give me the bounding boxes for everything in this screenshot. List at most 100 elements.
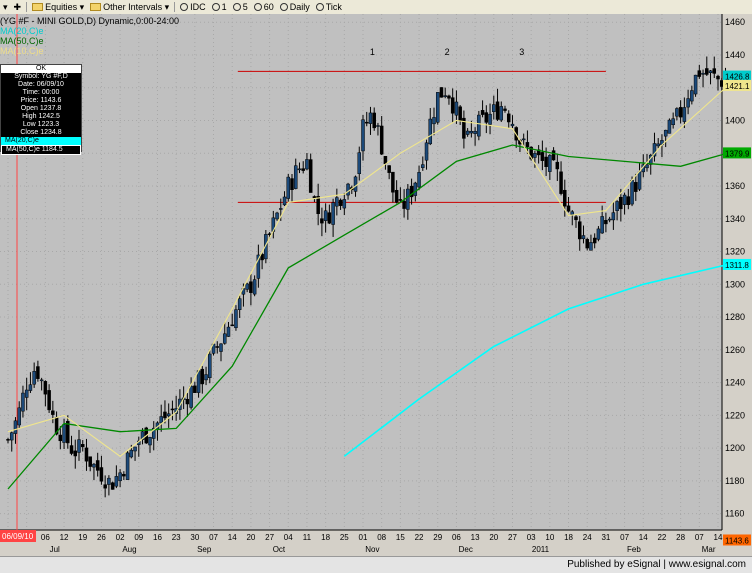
- equities-menu[interactable]: Equities ▾: [29, 2, 87, 13]
- x-month-label: Sep: [197, 545, 212, 554]
- data-row: Symbol: YG #F,D: [14, 73, 68, 80]
- legend-ma20: MA(20,C)e: [0, 26, 44, 36]
- candle-body: [36, 366, 40, 379]
- candle-body: [170, 408, 175, 411]
- candle-body: [675, 108, 679, 117]
- candle-body: [607, 218, 612, 221]
- y-axis-panel: [722, 14, 752, 530]
- candle-body: [323, 210, 328, 221]
- candle-body: [406, 188, 410, 210]
- candle-body: [39, 379, 44, 382]
- candle-body: [667, 119, 672, 134]
- interval-5[interactable]: 5: [230, 2, 251, 12]
- interval-daily[interactable]: Daily: [277, 2, 313, 12]
- interval-5-label: 5: [242, 2, 248, 12]
- toolbar: ▾ ✚ Equities ▾ Other Intervals ▾ IDC 1 5…: [0, 0, 752, 15]
- candle-body: [544, 156, 548, 167]
- y-tick-label: 1360: [725, 181, 745, 191]
- data-ma1: MA(20,C)e: [1, 137, 81, 145]
- data-window-header: OK: [1, 65, 81, 73]
- candle-body: [151, 427, 156, 439]
- data-row: Low 1223.3: [22, 121, 60, 128]
- candle-body: [215, 346, 220, 348]
- candle-body: [499, 106, 504, 121]
- candle-body: [249, 281, 253, 293]
- dropdown-label: ▾: [3, 1, 8, 12]
- interval-idc[interactable]: IDC: [177, 2, 209, 12]
- candle-body: [21, 392, 25, 412]
- candle-body: [267, 233, 272, 235]
- interval-60[interactable]: 60: [251, 2, 277, 12]
- interval-tick-label: Tick: [325, 2, 342, 12]
- data-row: Date: 06/09/10: [18, 81, 64, 88]
- candle-body: [372, 112, 376, 129]
- chart-title: (YG #F - MINI GOLD,D) Dynamic,0:00-24:00: [0, 16, 180, 26]
- y-tick-label: 1300: [725, 279, 745, 289]
- annotation-label: 1: [370, 47, 375, 57]
- x-tick-label: 25: [340, 533, 349, 542]
- candle-body: [114, 476, 119, 487]
- candle-body: [28, 384, 33, 391]
- candle-body: [118, 472, 122, 482]
- x-month-label: Jul: [50, 545, 60, 554]
- x-tick-label: 30: [190, 533, 199, 542]
- add-button[interactable]: ✚: [11, 2, 25, 13]
- candle-body: [200, 368, 205, 385]
- candle-body: [297, 168, 302, 171]
- candle-body: [43, 381, 48, 395]
- x-tick-label: 02: [116, 533, 125, 542]
- y-tick-label: 1200: [725, 443, 745, 453]
- radio-icon: [232, 3, 241, 11]
- price-chart[interactable]: 1160118012001220124012601280130013201340…: [0, 14, 752, 556]
- candle-body: [122, 473, 126, 477]
- x-tick-label: 06: [41, 533, 50, 542]
- other-intervals-menu[interactable]: Other Intervals ▾: [87, 2, 172, 13]
- candle-body: [58, 434, 63, 442]
- x-tick-label: 08: [377, 533, 386, 542]
- candle-body: [417, 172, 421, 188]
- x-tick-label: 07: [209, 533, 218, 542]
- x-month-label: Feb: [627, 545, 641, 554]
- candle-body: [99, 467, 104, 482]
- candle-body: [503, 108, 507, 111]
- candle-body: [80, 444, 85, 448]
- candle-body: [24, 389, 29, 398]
- candle-body: [443, 95, 447, 97]
- candle-body: [338, 199, 343, 206]
- y-tick-label: 1240: [725, 378, 745, 388]
- candle-body: [577, 221, 582, 240]
- candle-body: [477, 114, 481, 137]
- candle-body: [462, 117, 466, 139]
- radio-icon: [279, 3, 288, 11]
- candle-body: [559, 171, 563, 194]
- candle-body: [260, 253, 264, 261]
- dropdown-button[interactable]: ▾: [0, 2, 11, 13]
- x-tick-label: 20: [489, 533, 498, 542]
- candle-body: [447, 95, 451, 99]
- candle-body: [335, 197, 339, 207]
- candle-body: [163, 411, 167, 419]
- candle-body: [92, 463, 96, 468]
- price-label: 1311.8: [725, 261, 749, 270]
- x-axis-panel: [0, 530, 752, 556]
- radio-icon: [315, 3, 324, 11]
- x-tick-label: 03: [527, 533, 536, 542]
- candle-body: [357, 152, 362, 174]
- candle-body: [622, 194, 627, 205]
- interval-1[interactable]: 1: [209, 2, 230, 12]
- interval-tick[interactable]: Tick: [313, 2, 345, 12]
- candle-body: [364, 121, 369, 124]
- candle-body: [421, 164, 425, 168]
- y-tick-label: 1460: [725, 17, 745, 27]
- price-label: 1421.1: [725, 82, 750, 91]
- candle-body: [712, 68, 717, 74]
- candle-body: [708, 70, 713, 74]
- legend-ma10: MA(10,C)e: [0, 46, 44, 56]
- x-tick-label: 23: [172, 533, 181, 542]
- x-month-label: Dec: [459, 545, 473, 554]
- x-tick-label: 13: [471, 533, 480, 542]
- candle-body: [189, 385, 193, 408]
- candle-body: [521, 138, 526, 141]
- candle-body: [305, 159, 309, 170]
- candle-body: [671, 118, 675, 125]
